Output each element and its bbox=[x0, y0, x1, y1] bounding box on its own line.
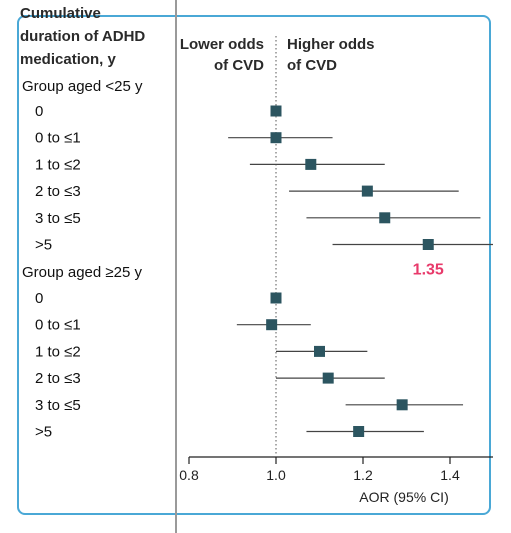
lower-odds-label-2: of CVD bbox=[214, 57, 264, 74]
group-label: Group aged ≥25 y bbox=[22, 264, 142, 281]
estimate-marker bbox=[322, 372, 334, 384]
row-label: 2 to ≤3 bbox=[35, 183, 81, 200]
row-label: 3 to ≤5 bbox=[35, 210, 81, 227]
estimate-marker bbox=[396, 399, 408, 411]
divider-line bbox=[175, 0, 177, 533]
higher-odds-label-1: Higher odds bbox=[287, 36, 375, 53]
estimate-marker bbox=[270, 292, 282, 304]
column-title-line-1: Cumulative bbox=[20, 5, 101, 22]
estimate-marker bbox=[305, 158, 317, 170]
x-tick-label: 1.4 bbox=[440, 467, 460, 483]
estimate-marker bbox=[361, 185, 373, 197]
group-label: Group aged <25 y bbox=[22, 78, 143, 95]
row-label: 0 to ≤1 bbox=[35, 317, 81, 334]
lower-odds-label-1: Lower odds bbox=[180, 36, 264, 53]
row-label: >5 bbox=[35, 424, 52, 441]
estimate-marker bbox=[266, 319, 278, 331]
row-label: 2 to ≤3 bbox=[35, 370, 81, 387]
estimate-marker bbox=[379, 212, 391, 224]
row-label: 0 to ≤1 bbox=[35, 130, 81, 147]
row-label: 1 to ≤2 bbox=[35, 343, 81, 360]
estimate-annotation: 1.35 bbox=[413, 262, 444, 279]
estimate-marker bbox=[353, 426, 365, 437]
estimate-marker bbox=[314, 345, 325, 357]
higher-odds-label-2: of CVD bbox=[287, 57, 337, 74]
x-axis-title: AOR (95% CI) bbox=[359, 489, 448, 505]
column-title-line-2: duration of ADHD bbox=[20, 28, 145, 45]
estimate-marker bbox=[270, 132, 282, 144]
estimate-marker bbox=[422, 239, 434, 250]
x-tick-label: 1.0 bbox=[266, 467, 286, 483]
column-title-line-3: medication, y bbox=[20, 51, 117, 68]
row-label: 3 to ≤5 bbox=[35, 397, 81, 414]
row-label: >5 bbox=[35, 237, 52, 254]
row-label: 0 bbox=[35, 103, 43, 120]
row-label: 1 to ≤2 bbox=[35, 156, 81, 173]
estimate-marker bbox=[270, 105, 282, 117]
x-tick-label: 0.8 bbox=[179, 467, 199, 483]
row-label: 0 bbox=[35, 290, 43, 307]
x-tick-label: 1.2 bbox=[353, 467, 373, 483]
